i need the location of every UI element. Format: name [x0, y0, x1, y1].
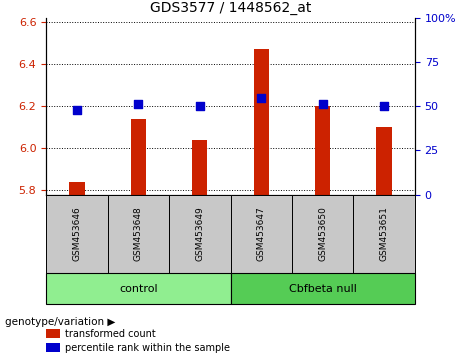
Bar: [46, 343, 60, 352]
Bar: [130, 119, 146, 195]
Bar: [254, 49, 269, 195]
Point: [258, 95, 265, 101]
Text: GSM453647: GSM453647: [257, 206, 266, 261]
Bar: [354, 195, 415, 273]
Bar: [46, 329, 60, 338]
Text: transformed count: transformed count: [65, 329, 155, 339]
Text: GSM453648: GSM453648: [134, 206, 143, 261]
Text: control: control: [119, 284, 158, 293]
Bar: [292, 195, 354, 273]
Text: GSM453650: GSM453650: [318, 206, 327, 261]
Text: GSM453649: GSM453649: [195, 206, 204, 261]
Bar: [169, 195, 230, 273]
Bar: [69, 182, 84, 195]
Bar: [46, 195, 107, 273]
Title: GDS3577 / 1448562_at: GDS3577 / 1448562_at: [150, 1, 311, 15]
Bar: [192, 140, 207, 195]
Point: [73, 108, 81, 113]
Bar: [46, 273, 230, 304]
Bar: [230, 195, 292, 273]
Point: [380, 103, 388, 109]
Point: [319, 101, 326, 107]
Point: [135, 101, 142, 107]
Bar: [315, 106, 331, 195]
Point: [196, 103, 203, 109]
Text: genotype/variation ▶: genotype/variation ▶: [5, 317, 115, 327]
Text: Cbfbeta null: Cbfbeta null: [289, 284, 357, 293]
Bar: [377, 127, 392, 195]
Text: GSM453651: GSM453651: [380, 206, 389, 261]
Text: percentile rank within the sample: percentile rank within the sample: [65, 343, 230, 353]
Text: GSM453646: GSM453646: [72, 206, 81, 261]
Bar: [107, 195, 169, 273]
Bar: [230, 273, 415, 304]
